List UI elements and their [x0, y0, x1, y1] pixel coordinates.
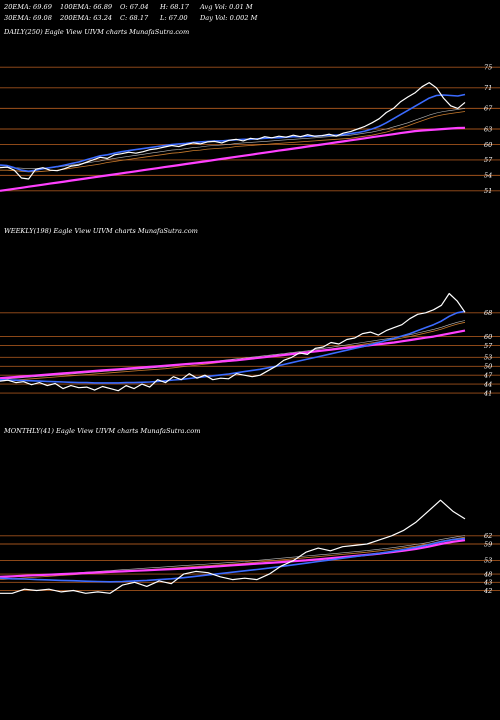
y-tick-label: 60: [484, 333, 492, 341]
price-line: [0, 292, 466, 392]
header-avg-vol: Avg Vol: 0.01 M: [200, 3, 253, 11]
y-tick-label: 47: [483, 371, 493, 379]
y-tick-label: 50: [484, 363, 492, 371]
daily-chart: 75 71 67 63 60 57 54 51: [0, 63, 500, 195]
header-ema30: 30EMA: 69.08: [4, 14, 52, 22]
ema-slow-line: [0, 329, 466, 380]
y-tick-label: 57: [484, 342, 493, 350]
ema-gray-line: [0, 108, 466, 169]
y-tick-label: 54: [484, 172, 492, 180]
y-tick-label: 68: [484, 309, 492, 317]
y-tick-label: 43: [483, 579, 492, 587]
ema-fast-line: [0, 310, 466, 384]
y-tick-label: 60: [484, 141, 492, 149]
y-tick-label: 59: [484, 540, 492, 548]
price-line: [0, 499, 466, 594]
daily-panel-title: DAILY(250) Eagle View UIVM charts Munafa…: [4, 28, 190, 36]
monthly-panel-title: MONTHLY(41) Eagle View UIVM charts Munaf…: [4, 427, 201, 435]
y-tick-label: 71: [484, 84, 492, 92]
ema-mid-line: [0, 111, 466, 173]
header-ema100: 100EMA: 66.89: [60, 3, 113, 11]
y-tick-label: 51: [484, 187, 492, 195]
y-tick-label: 75: [484, 63, 492, 71]
ema-fast-line: [0, 537, 466, 583]
header-low: L: 67.00: [160, 14, 188, 22]
y-tick-label: 63: [484, 125, 492, 133]
y-tick-label: 62: [484, 532, 492, 540]
header-day-vol: Day Vol: 0.002 M: [200, 14, 258, 22]
y-tick-label: 57: [484, 156, 493, 164]
y-tick-label: 48: [483, 570, 492, 578]
ema-slow-line: [0, 126, 466, 192]
header-ema200: 200EMA: 63.24: [60, 14, 113, 22]
header-ema20: 20EMA: 69.69: [4, 3, 52, 11]
y-tick-label: 42: [483, 587, 492, 595]
header-open: O: 67.04: [120, 3, 149, 11]
ema-slow-line: [0, 539, 466, 578]
header-high: H: 68.17: [160, 3, 189, 11]
y-tick-label: 41: [483, 389, 492, 397]
price-line: [0, 82, 466, 180]
weekly-panel-title: WEEKLY(198) Eagle View UIVM charts Munaf…: [4, 227, 198, 235]
ema-gray-line: [0, 320, 466, 380]
y-tick-label: 53: [484, 354, 492, 362]
y-tick-label: 53: [484, 557, 492, 565]
header-close: C: 68.17: [120, 14, 149, 22]
y-tick-label: 67: [484, 105, 493, 113]
y-tick-label: 44: [483, 380, 492, 388]
